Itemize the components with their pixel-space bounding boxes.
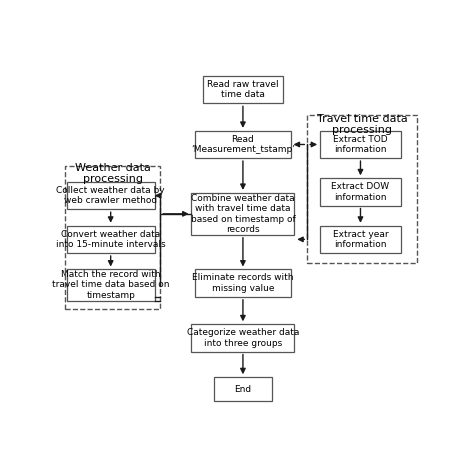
FancyBboxPatch shape — [320, 131, 401, 158]
Text: Categorize weather data
into three groups: Categorize weather data into three group… — [187, 328, 299, 347]
Text: Convert weather data
into 15-minute intervals: Convert weather data into 15-minute inte… — [56, 230, 165, 249]
Text: Extract TOD
information: Extract TOD information — [333, 135, 388, 154]
Text: Collect weather data by
web crawler method: Collect weather data by web crawler meth… — [56, 186, 165, 205]
FancyBboxPatch shape — [213, 377, 272, 401]
Text: Eliminate records with
missing value: Eliminate records with missing value — [192, 273, 294, 293]
Text: Match the record with
travel time data based on
timestamp: Match the record with travel time data b… — [52, 270, 169, 300]
Text: End: End — [234, 384, 252, 393]
Text: Extract DOW
information: Extract DOW information — [331, 182, 390, 201]
FancyBboxPatch shape — [66, 182, 155, 209]
FancyBboxPatch shape — [191, 324, 294, 352]
FancyBboxPatch shape — [320, 226, 401, 253]
FancyBboxPatch shape — [66, 226, 155, 253]
Text: Read raw travel
time data: Read raw travel time data — [207, 80, 279, 100]
FancyBboxPatch shape — [66, 270, 155, 301]
Text: Read
‘Measurement_tstamp’: Read ‘Measurement_tstamp’ — [191, 135, 295, 154]
FancyBboxPatch shape — [202, 76, 283, 103]
FancyBboxPatch shape — [191, 193, 294, 235]
FancyBboxPatch shape — [195, 270, 291, 297]
Text: Weather data
processing: Weather data processing — [74, 163, 150, 184]
Text: Extract year
information: Extract year information — [333, 230, 388, 249]
FancyBboxPatch shape — [195, 131, 291, 158]
Text: Combine weather data
with travel time data
based on timestamp of
records: Combine weather data with travel time da… — [191, 194, 295, 234]
FancyBboxPatch shape — [320, 178, 401, 206]
Text: Travel time data
processing: Travel time data processing — [317, 114, 408, 135]
